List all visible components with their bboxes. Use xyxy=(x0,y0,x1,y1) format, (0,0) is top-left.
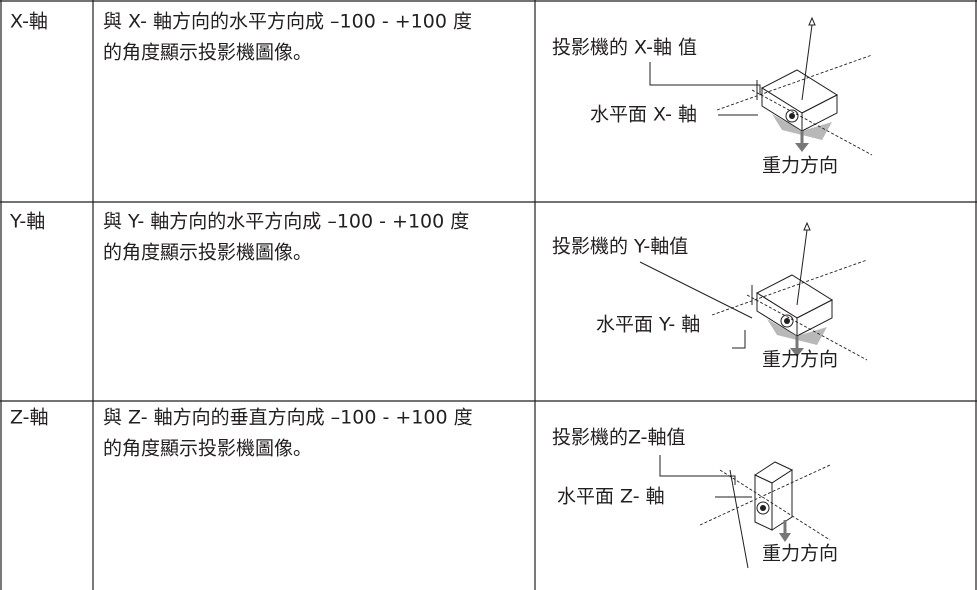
axis-label: Y-軸 xyxy=(9,211,45,233)
axis-label: X-軸 xyxy=(10,11,48,33)
diagram-label: 投影機的 Y-軸值 xyxy=(552,236,688,258)
description: 與 Z- 軸方向的垂直方向成 –100 - +100 度 xyxy=(103,407,473,429)
diagram-label: 水平面 X- 軸 xyxy=(590,104,697,126)
diagram-label: 投影機的Z-軸值 xyxy=(552,427,686,449)
diagram-label: 重力方向 xyxy=(762,155,838,177)
axis-label: Z-軸 xyxy=(10,407,49,429)
diagram-label: 水平面 Z- 軸 xyxy=(557,486,665,508)
diagram-label: 投影機的 X-軸 值 xyxy=(552,37,697,59)
description: 與 X- 軸方向的水平方向成 –100 - +100 度 xyxy=(103,11,472,33)
description: 與 Y- 軸方向的水平方向成 –100 - +100 度 xyxy=(103,211,469,233)
diagram: 投影機的 X-軸 值 水平面 X- 軸 重力方向 xyxy=(552,16,874,177)
diagram-label: 水平面 Y- 軸 xyxy=(596,314,700,336)
description: 的角度顯示投影機圖像。 xyxy=(103,242,312,264)
diagram: 投影機的Z-軸值 水平面 Z- 軸 重力方向 xyxy=(552,427,838,569)
description: 的角度顯示投影機圖像。 xyxy=(103,438,312,460)
diagram-label: 重力方向 xyxy=(762,349,838,371)
diagram: 投影機的 Y-軸值 水平面 Y- 軸 重力方向 xyxy=(552,221,869,371)
diagram-label: 重力方向 xyxy=(762,543,838,565)
description: 的角度顯示投影機圖像。 xyxy=(103,42,312,64)
